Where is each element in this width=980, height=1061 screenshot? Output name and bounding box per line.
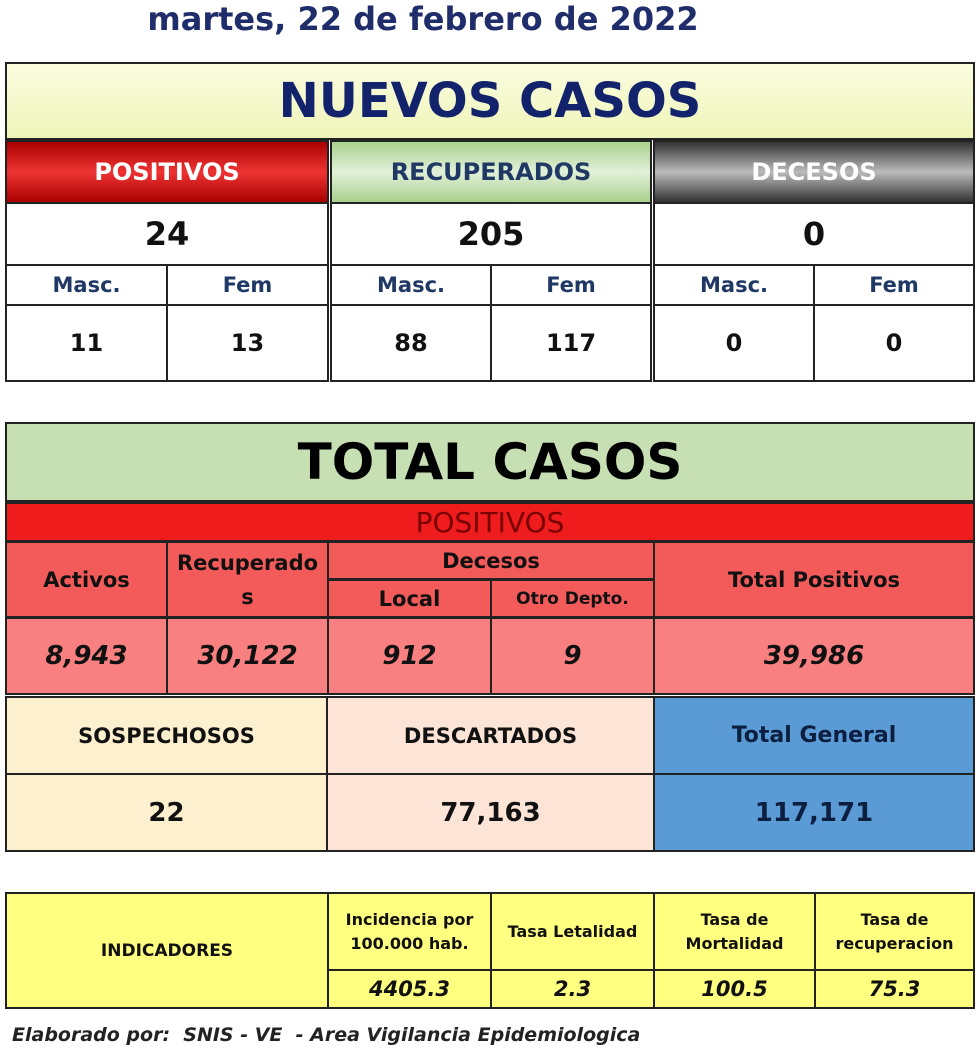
column-header: Incidencia por 100.000 hab.: [327, 892, 492, 971]
column-header: Tasa de recuperacion: [814, 892, 975, 971]
total-cell: 0: [653, 202, 975, 266]
group-header: RECUPERADOS: [330, 140, 652, 204]
total-cell: 205: [330, 202, 652, 266]
total-cell: 24: [5, 202, 329, 266]
value-cell: 22: [5, 773, 328, 852]
date-title: martes, 22 de febrero de 2022: [147, 0, 699, 38]
column-header: Fem: [166, 264, 329, 306]
column-header: Total General: [653, 696, 975, 775]
value-cell: 0: [653, 304, 815, 382]
value-cell: 117,171: [653, 773, 975, 852]
column-header: Fem: [490, 264, 652, 306]
row-header: INDICADORES: [5, 892, 329, 1009]
value-cell: 9: [490, 617, 655, 695]
value-cell: 117: [490, 304, 652, 382]
column-header: Decesos: [327, 541, 655, 580]
column-header: Masc.: [5, 264, 168, 306]
value-cell: 77,163: [326, 773, 655, 852]
column-header: SOSPECHOSOS: [5, 696, 328, 775]
column-header: Masc.: [653, 264, 815, 306]
value-cell: 4405.3: [327, 969, 492, 1009]
value-cell: 912: [327, 617, 492, 695]
section-title: TOTAL CASOS: [5, 422, 975, 502]
column-header: Recuperados: [166, 541, 329, 618]
value-cell: 88: [330, 304, 492, 382]
column-header: Total Positivos: [653, 541, 975, 618]
column-header: Local: [327, 579, 492, 618]
value-cell: 11: [5, 304, 168, 382]
value-cell: 13: [166, 304, 329, 382]
group-header: DECESOS: [653, 140, 975, 204]
footer: Elaborado por: SNIS - VE - Area Vigilanc…: [12, 1024, 641, 1046]
section-title: NUEVOS CASOS: [5, 62, 975, 140]
group-header: POSITIVOS: [5, 140, 329, 204]
value-cell: 30,122: [166, 617, 329, 695]
value-cell: 75.3: [814, 969, 975, 1009]
column-header: Fem: [813, 264, 975, 306]
section-label: POSITIVOS: [5, 502, 975, 542]
column-header: Masc.: [330, 264, 492, 306]
value-cell: 39,986: [653, 617, 975, 695]
column-header: DESCARTADOS: [326, 696, 655, 775]
value-cell: 0: [813, 304, 975, 382]
column-header: Otro Depto.: [490, 579, 655, 618]
column-header: Tasa Letalidad: [490, 892, 655, 971]
value-cell: 8,943: [5, 617, 168, 695]
value-cell: 2.3: [490, 969, 655, 1009]
column-header: Activos: [5, 541, 168, 618]
column-header: Tasa de Mortalidad: [653, 892, 816, 971]
value-cell: 100.5: [653, 969, 816, 1009]
